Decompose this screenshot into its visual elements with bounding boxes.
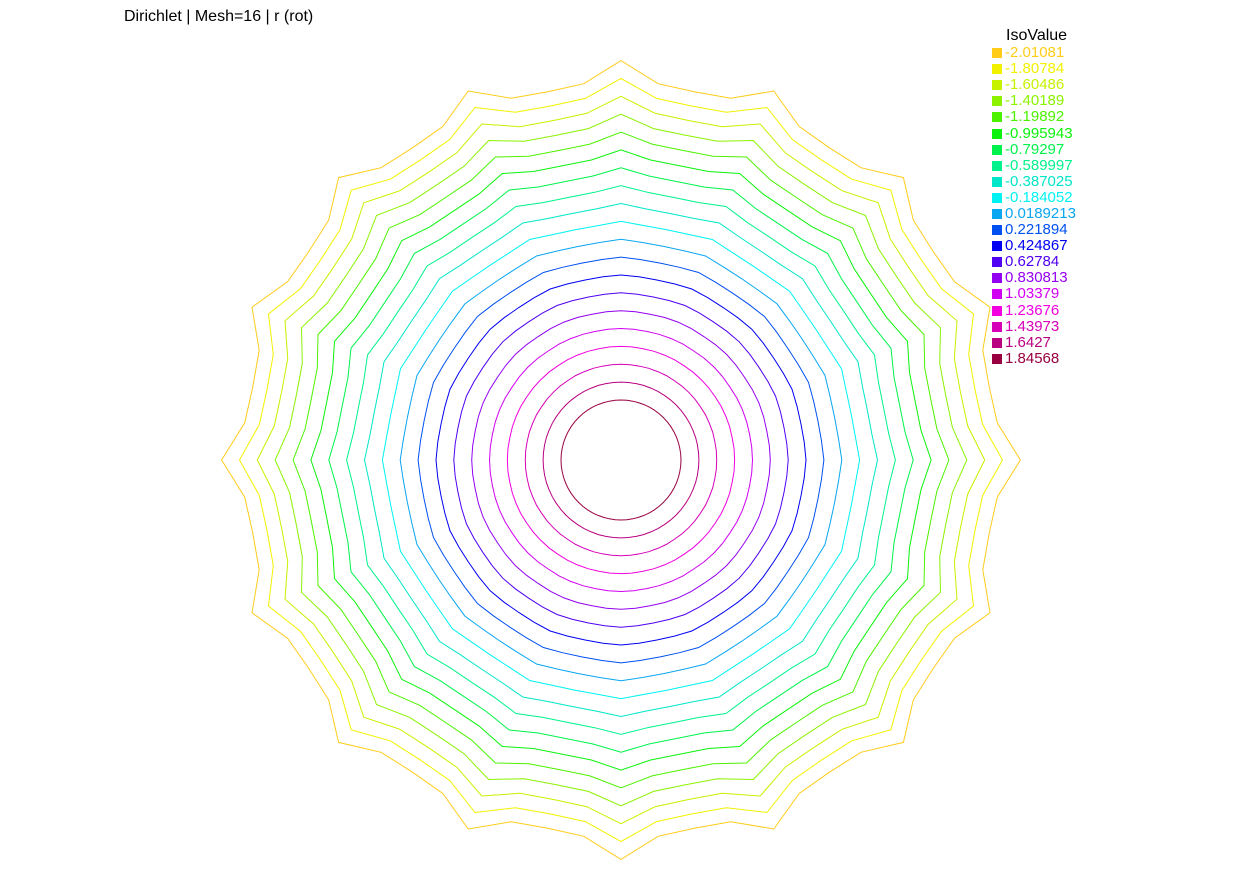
contour-line — [292, 131, 950, 789]
contour-line — [524, 363, 718, 557]
legend-swatch — [992, 144, 1002, 155]
legend-item: -1.40189 — [992, 93, 1076, 109]
legend-label: 1.6427 — [1005, 333, 1051, 351]
legend-item: -0.995943 — [992, 125, 1076, 141]
legend-label: 1.23676 — [1005, 301, 1060, 319]
legend-label: -2.01081 — [1005, 44, 1065, 62]
legend-item: -1.80784 — [992, 61, 1076, 77]
legend-swatch — [992, 80, 1002, 91]
legend-swatch — [992, 225, 1002, 236]
legend-label: 0.221894 — [1005, 221, 1068, 239]
contour-line — [310, 149, 932, 771]
legend-item: 1.43973 — [992, 317, 1076, 335]
legend-label: -0.589997 — [1005, 156, 1073, 174]
contour-line — [238, 77, 1004, 843]
legend-item: 0.830813 — [992, 270, 1076, 286]
contour-line — [363, 202, 879, 718]
legend-swatch — [992, 96, 1002, 107]
contour-line — [560, 399, 682, 521]
legend-swatch — [992, 128, 1002, 139]
legend-swatch — [992, 353, 1002, 364]
legend-label: -0.387025 — [1005, 172, 1073, 190]
legend-item: 0.221894 — [992, 222, 1076, 238]
contour-line — [328, 167, 914, 753]
contour-line — [417, 256, 825, 664]
legend-label: -1.60486 — [1005, 76, 1065, 94]
legend-swatch — [992, 305, 1002, 316]
legend-rows: -2.01081 -1.80784 -1.60486 -1.40189 -1.19892… — [992, 45, 1076, 367]
legend-swatch — [992, 241, 1002, 252]
contour-line — [256, 95, 986, 825]
legend-label: -0.79297 — [1005, 140, 1065, 158]
legend-swatch — [992, 48, 1002, 59]
contour-line — [221, 60, 1021, 860]
legend-item: 1.23676 — [992, 301, 1076, 319]
contour-line — [435, 274, 807, 646]
legend-swatch — [992, 337, 1002, 348]
legend-item: -2.01081 — [992, 45, 1076, 61]
contour-line — [542, 381, 700, 539]
legend-swatch — [992, 192, 1002, 203]
legend-item: 1.6427 — [992, 333, 1076, 351]
legend-label: 0.62784 — [1005, 253, 1060, 271]
legend-item: -0.184052 — [992, 188, 1076, 206]
legend-label: -0.184052 — [1005, 188, 1073, 206]
legend-swatch — [992, 257, 1002, 268]
plot-title: Dirichlet | Mesh=16 | r (rot) — [124, 8, 314, 25]
contour-line — [506, 345, 736, 575]
legend-item: -0.387025 — [992, 172, 1076, 190]
legend-label: 0.0189213 — [1005, 204, 1076, 222]
legend-item: 1.84568 — [992, 349, 1076, 367]
legend-swatch — [992, 176, 1002, 187]
legend-swatch — [992, 112, 1002, 123]
contour-line — [274, 113, 968, 807]
contour-line — [346, 185, 896, 735]
legend-item: 0.424867 — [992, 238, 1076, 254]
legend-label: -1.19892 — [1005, 108, 1065, 126]
legend-item: 1.03379 — [992, 286, 1076, 302]
legend-label: 0.424867 — [1005, 237, 1068, 255]
legend-label: 1.03379 — [1005, 285, 1060, 303]
legend-swatch — [992, 208, 1002, 219]
legend-swatch — [992, 160, 1002, 171]
legend-swatch — [992, 64, 1002, 75]
contour-line — [453, 292, 789, 628]
legend-label: 0.830813 — [1005, 269, 1068, 287]
legend-label: -1.40189 — [1005, 92, 1065, 110]
contour-line — [488, 327, 754, 593]
contour-line — [381, 220, 861, 700]
contour-line — [471, 310, 771, 610]
legend-item: 0.62784 — [992, 254, 1076, 270]
legend-swatch — [992, 289, 1002, 300]
legend-label: 1.84568 — [1005, 349, 1060, 367]
legend-swatch — [992, 321, 1002, 332]
legend: IsoValue -2.01081 -1.80784 -1.60486 -1.4018… — [992, 28, 1076, 367]
legend-title: IsoValue — [1006, 27, 1068, 44]
legend-item: -1.19892 — [992, 109, 1076, 125]
legend-item: -0.589997 — [992, 156, 1076, 174]
legend-item: -0.79297 — [992, 140, 1076, 158]
legend-swatch — [992, 273, 1002, 284]
legend-item: 0.0189213 — [992, 204, 1076, 222]
legend-label: -1.80784 — [1005, 60, 1065, 78]
legend-label: 1.43973 — [1005, 317, 1060, 335]
legend-label: -0.995943 — [1005, 124, 1073, 142]
contour-line — [399, 238, 843, 682]
legend-item: -1.60486 — [992, 77, 1076, 93]
